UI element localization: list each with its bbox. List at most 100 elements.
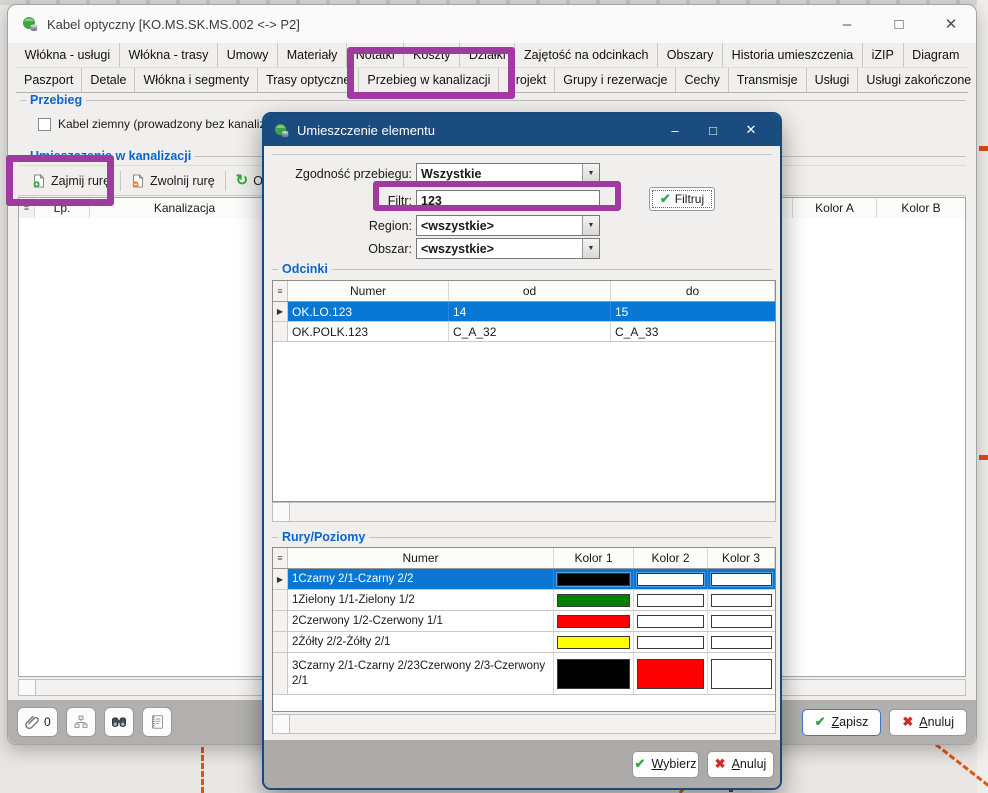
anuluj-label: Anuluj: [919, 715, 954, 729]
column-header-kolor3[interactable]: Kolor 3: [708, 548, 775, 568]
cell-numer[interactable]: 2Żółty 2/2-Żółty 2/1: [288, 632, 554, 652]
chevron-down-icon[interactable]: ▼: [582, 216, 599, 235]
color-swatch[interactable]: [637, 593, 704, 607]
chevron-down-icon[interactable]: ▼: [582, 239, 599, 258]
color-swatch[interactable]: [711, 572, 772, 586]
window-title: Kabel optyczny [KO.MS.SK.MS.002 <-> P2]: [47, 16, 300, 32]
zajmij-rure-button[interactable]: Zajmij rurę: [22, 169, 120, 193]
cell-numer[interactable]: 3Czarny 2/1-Czarny 2/23Czerwony 2/3-Czer…: [288, 653, 554, 694]
anuluj-button[interactable]: ✖ Anuluj: [707, 750, 774, 778]
tab-item[interactable]: Obszary: [657, 43, 722, 67]
column-header-kolor-a[interactable]: Kolor A: [792, 198, 877, 218]
color-swatch[interactable]: [557, 658, 630, 689]
tab-item[interactable]: Usługi zakończone: [857, 68, 976, 92]
column-header-kanalizacja[interactable]: Kanalizacja: [90, 198, 280, 218]
zwolnij-rure-button[interactable]: Zwolnij rurę: [121, 169, 225, 193]
cell-od[interactable]: C_A_32: [449, 322, 611, 341]
tab-item[interactable]: Usługi: [805, 68, 858, 92]
tab-item[interactable]: Paszport: [24, 73, 74, 87]
chevron-down-icon[interactable]: ▼: [582, 164, 599, 183]
color-swatch[interactable]: [557, 614, 630, 628]
tab-item[interactable]: Cechy: [675, 68, 727, 92]
color-swatch[interactable]: [711, 593, 772, 607]
rury-row[interactable]: 2Żółty 2/2-Żółty 2/1: [273, 632, 775, 653]
rury-row[interactable]: 1Zielony 1/1-Zielony 1/2: [273, 590, 775, 611]
cell-do[interactable]: C_A_33: [615, 324, 659, 339]
tab-item[interactable]: Grupy i rezerwacje: [554, 68, 675, 92]
zgodnosc-combobox[interactable]: Wszystkie ▼: [416, 163, 600, 184]
attachments-count: 0: [44, 715, 51, 729]
rury-row[interactable]: 2Czerwony 1/2-Czerwony 1/1: [273, 611, 775, 632]
minimize-icon[interactable]: –: [671, 122, 679, 138]
anuluj-button[interactable]: ✖ Anuluj: [889, 708, 967, 736]
tab-item[interactable]: Włókna - usługi: [24, 48, 111, 62]
odcinki-row[interactable]: OK.POLK.123 C_A_32 C_A_33: [273, 322, 775, 342]
separator: [272, 154, 772, 155]
column-header-od[interactable]: od: [449, 281, 611, 301]
filtruj-button[interactable]: ✔ Filtruj: [649, 187, 715, 211]
column-header-kolor-b[interactable]: Kolor B: [901, 201, 941, 215]
tab-item[interactable]: iZIP: [861, 43, 903, 67]
cell-numer[interactable]: 1Zielony 1/1-Zielony 1/2: [288, 590, 554, 610]
cell-numer[interactable]: 2Czerwony 1/2-Czerwony 1/1: [288, 611, 554, 631]
search-button[interactable]: [103, 707, 134, 737]
rury-row[interactable]: ▶ 1Czarny 2/1-Czarny 2/2: [273, 569, 775, 590]
region-value: <wszystkie>: [421, 218, 494, 233]
cell-numer[interactable]: OK.LO.123: [288, 302, 449, 321]
tab-item[interactable]: Zajętość na odcinkach: [514, 43, 657, 67]
cell-numer[interactable]: OK.POLK.123: [288, 322, 449, 341]
close-icon[interactable]: ✕: [944, 16, 958, 33]
zapisz-button[interactable]: ✔ Zapisz: [801, 708, 882, 736]
odcinki-row[interactable]: ▶ OK.LO.123 14 15: [273, 302, 775, 322]
color-swatch[interactable]: [711, 614, 772, 628]
wybierz-button[interactable]: ✔ Wybierz: [632, 750, 699, 778]
tab-item[interactable]: Projekt: [498, 68, 554, 92]
dialog-titlebar[interactable]: Umieszczenie elementu – □ ✕: [264, 114, 780, 146]
color-swatch[interactable]: [637, 658, 704, 689]
close-icon[interactable]: ✕: [745, 122, 757, 137]
tab-item[interactable]: Historia umieszczenia: [722, 43, 862, 67]
color-swatch[interactable]: [637, 614, 704, 628]
column-header-numer[interactable]: Numer: [288, 548, 554, 568]
zapisz-label: Zapisz: [831, 715, 869, 729]
tab-item[interactable]: Detale: [81, 68, 134, 92]
rury-hscrollbar[interactable]: [272, 714, 776, 734]
minimize-icon[interactable]: –: [842, 15, 852, 33]
tab-item[interactable]: Włókna - trasy: [118, 43, 217, 67]
odcinki-group-header: Odcinki: [272, 262, 772, 276]
tab-item[interactable]: Diagram: [902, 43, 969, 67]
main-window-titlebar[interactable]: Kabel optyczny [KO.MS.SK.MS.002 <-> P2] …: [8, 5, 976, 43]
kabel-ziemny-checkbox[interactable]: [38, 117, 51, 131]
obszar-combobox[interactable]: <wszystkie> ▼: [416, 238, 600, 259]
column-header-do[interactable]: do: [611, 281, 775, 301]
color-swatch[interactable]: [637, 572, 704, 586]
odcinki-table: ≡ Numer od do ▶ OK.LO.123 14 15 OK.POLK.…: [272, 280, 776, 502]
attachments-button[interactable]: 0: [17, 707, 58, 737]
color-swatch[interactable]: [711, 635, 772, 649]
color-swatch[interactable]: [557, 572, 630, 586]
column-header-kolor1[interactable]: Kolor 1: [554, 548, 634, 568]
tab-item[interactable]: Trasy optyczne: [257, 68, 358, 92]
rury-row[interactable]: 3Czarny 2/1-Czarny 2/23Czerwony 2/3-Czer…: [273, 653, 775, 695]
region-combobox[interactable]: <wszystkie> ▼: [416, 215, 600, 236]
column-header-kolor2[interactable]: Kolor 2: [634, 548, 708, 568]
hierarchy-button[interactable]: [65, 707, 96, 737]
tab-item[interactable]: Materiały: [277, 43, 346, 67]
map-dashed-line: [201, 747, 204, 793]
cell-numer[interactable]: 1Czarny 2/1-Czarny 2/2: [288, 569, 554, 589]
color-swatch[interactable]: [557, 593, 630, 607]
cell-od[interactable]: 14: [449, 302, 611, 321]
journal-button[interactable]: [141, 707, 172, 737]
color-swatch[interactable]: [637, 635, 704, 649]
maximize-icon[interactable]: □: [894, 15, 904, 33]
tab-item[interactable]: Umowy: [217, 43, 277, 67]
color-swatch[interactable]: [711, 658, 772, 689]
tab-item[interactable]: Włókna i segmenty: [134, 68, 257, 92]
cell-do[interactable]: 15: [611, 302, 775, 321]
odcinki-hscrollbar[interactable]: [272, 502, 776, 522]
color-swatch[interactable]: [557, 635, 630, 649]
tab-item[interactable]: Przebieg w kanalizacji: [358, 68, 498, 92]
maximize-icon[interactable]: □: [709, 122, 717, 138]
column-header-numer[interactable]: Numer: [288, 281, 449, 301]
tab-item[interactable]: Transmisje: [727, 68, 806, 92]
